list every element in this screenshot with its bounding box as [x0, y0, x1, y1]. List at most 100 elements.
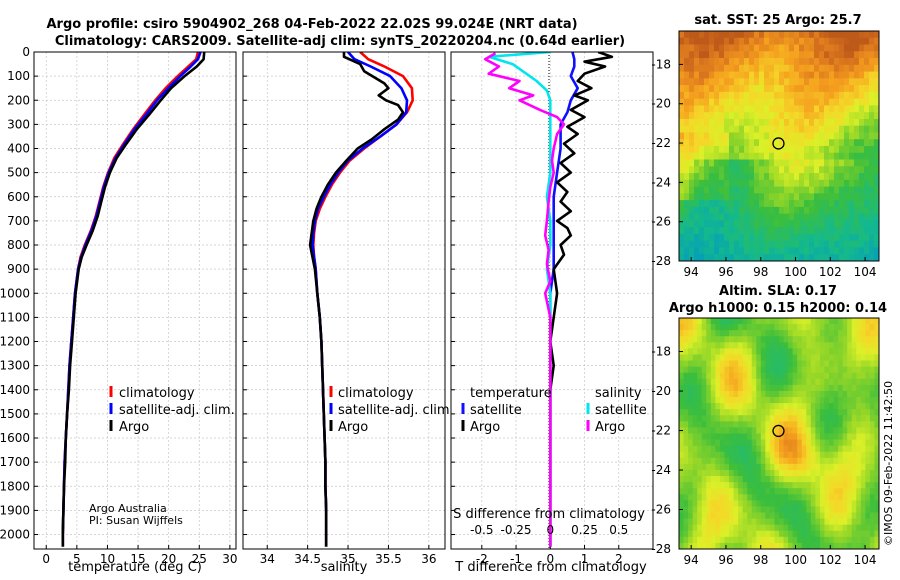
sst-cell: [684, 98, 690, 106]
sst-cell: [769, 44, 775, 52]
sla-cell: [797, 463, 803, 471]
sla-cell: [769, 421, 775, 428]
sst-cell: [719, 91, 725, 100]
difference-xtick-label: -1: [510, 552, 522, 566]
sst-cell: [699, 78, 705, 86]
sst-cell: [779, 105, 785, 113]
sla-cell: [860, 500, 866, 507]
sla-cell: [774, 360, 780, 368]
sla-cell: [847, 336, 853, 343]
sla-cell: [860, 348, 866, 355]
sst-cell: [789, 105, 795, 113]
salinity-xtick-label: 34.5: [294, 552, 321, 566]
sla-cell: [810, 488, 816, 495]
sla-cell: [706, 409, 712, 416]
sst-cell: [689, 152, 695, 160]
sst-lon-label: 96: [718, 265, 733, 279]
sla-cell: [733, 372, 739, 380]
sla-cell: [769, 397, 775, 404]
sla-cell: [738, 530, 744, 538]
sla-cell: [856, 360, 862, 368]
sla-cell: [838, 451, 844, 459]
sla-cell: [733, 427, 739, 434]
sla-cell: [860, 469, 866, 477]
sst-cell: [849, 166, 855, 174]
sla-cell: [774, 324, 780, 331]
sla-cell: [692, 457, 698, 465]
sla-cell: [797, 397, 803, 404]
sla-cell: [738, 524, 744, 532]
sla-cell: [819, 415, 825, 422]
sla-cell: [833, 360, 839, 368]
sla-cell: [792, 512, 798, 520]
sla-cell: [810, 360, 816, 368]
sst-cell: [829, 166, 835, 174]
sst-cell: [744, 64, 750, 72]
sst-cell: [779, 254, 785, 262]
sst-cell: [774, 105, 780, 113]
sla-cell: [710, 366, 716, 374]
sst-cell: [814, 98, 820, 106]
sla-cell: [679, 324, 684, 331]
sla-cell: [679, 360, 684, 368]
sla-cell: [719, 378, 725, 386]
sla-cell: [815, 445, 821, 453]
sla-cell: [710, 378, 716, 386]
sla-cell: [833, 324, 839, 331]
sst-cell: [709, 105, 715, 113]
sla-cell: [756, 390, 762, 398]
sst-cell: [789, 166, 795, 174]
sla-cell: [738, 469, 744, 477]
sst-cell: [709, 220, 715, 228]
sla-cell: [715, 506, 721, 513]
sst-cell: [714, 186, 720, 194]
sla-cell: [742, 318, 748, 325]
sla-cell: [833, 433, 839, 440]
depth-tick-label: 900: [7, 262, 30, 276]
sla-cell: [701, 324, 707, 331]
sst-cell: [779, 71, 785, 79]
sst-cell: [699, 240, 705, 248]
sla-cell: [856, 390, 862, 398]
sla-cell: [701, 360, 707, 368]
sst-cell: [714, 44, 720, 52]
sla-cell: [769, 476, 775, 483]
sst-cell: [724, 146, 730, 154]
sst-cell: [724, 152, 730, 160]
sst-cell: [839, 254, 845, 262]
sst-cell: [794, 227, 800, 235]
sla-cell: [869, 463, 875, 471]
sst-cell: [739, 213, 745, 221]
sla-cell: [765, 366, 771, 374]
sst-cell: [829, 200, 835, 208]
difference-plot-area: [451, 52, 653, 549]
sla-cell: [851, 427, 857, 434]
sla-cell: [847, 330, 853, 337]
sla-cell: [815, 476, 821, 483]
sla-cell: [833, 469, 839, 477]
sla-cell: [751, 433, 757, 440]
sla-cell: [747, 482, 753, 489]
sla-cell: [774, 403, 780, 410]
sst-cell: [679, 213, 685, 221]
sst-cell: [814, 152, 820, 160]
legend-t-argo-label: Argo: [470, 420, 500, 435]
sla-cell: [815, 336, 821, 343]
sla-cell: [715, 463, 721, 471]
sla-cell: [815, 324, 821, 331]
sla-cell: [769, 378, 775, 386]
sst-cell: [804, 78, 810, 86]
sla-cell: [760, 506, 766, 513]
sla-cell: [847, 506, 853, 513]
sla-cell: [797, 445, 803, 453]
sst-cell: [874, 220, 880, 228]
sla-cell: [815, 360, 821, 368]
sst-cell: [779, 118, 785, 127]
sla-cell: [806, 384, 812, 392]
sla-cell: [865, 433, 871, 440]
sst-cell: [689, 85, 695, 93]
legend-temperature-title: temperature: [470, 386, 552, 401]
temperature-series: [61, 52, 206, 547]
sla-cell: [783, 372, 789, 380]
sla-cell: [701, 378, 707, 386]
